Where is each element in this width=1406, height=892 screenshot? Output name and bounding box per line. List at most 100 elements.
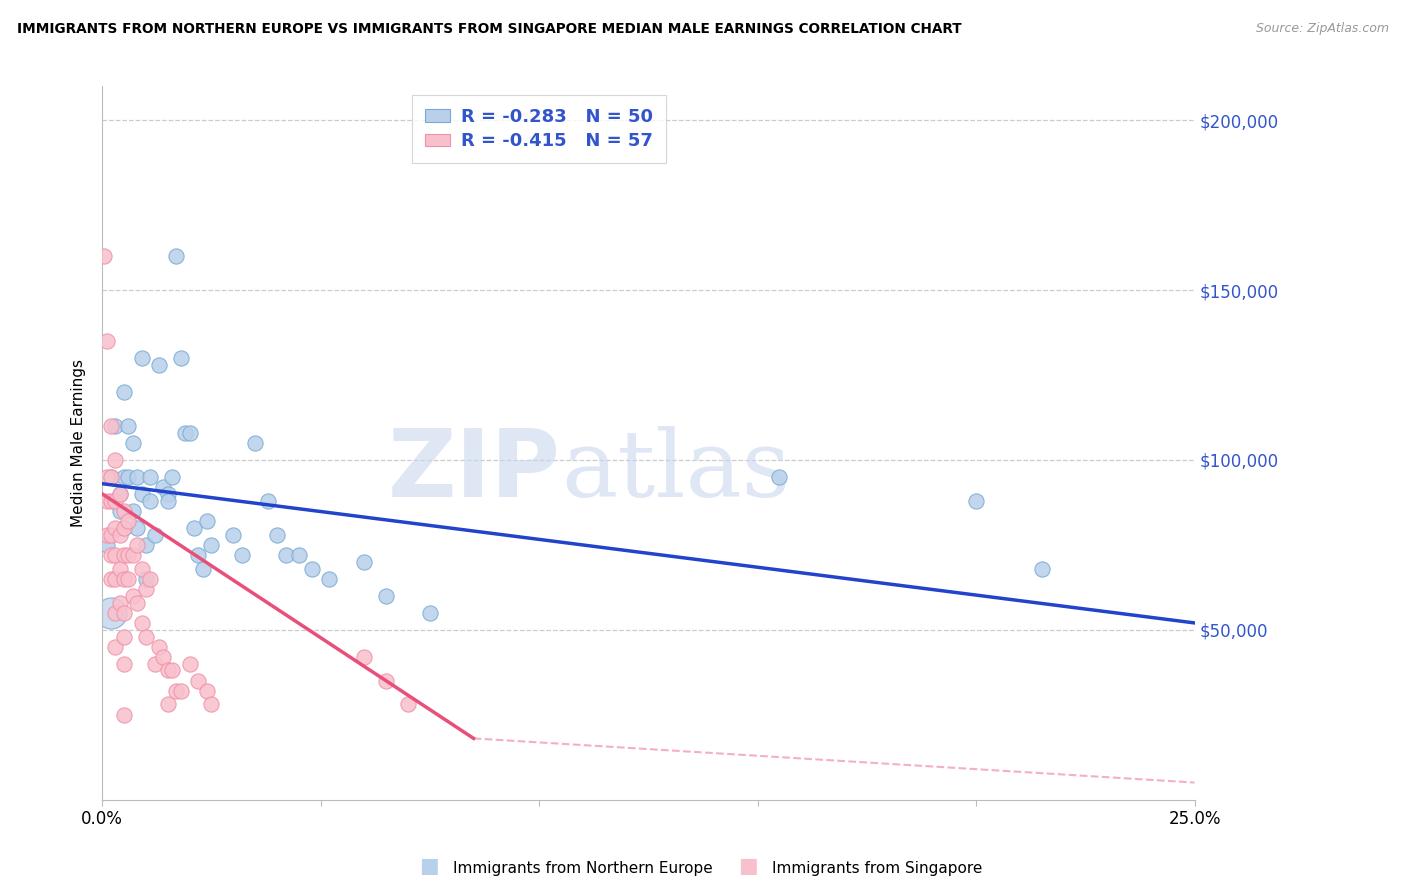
Point <box>257 493 280 508</box>
Point <box>179 425 201 440</box>
Point <box>166 249 188 263</box>
Point <box>121 548 143 562</box>
Point <box>131 615 153 630</box>
Text: Source: ZipAtlas.com: Source: ZipAtlas.com <box>1256 22 1389 36</box>
Point <box>104 606 127 620</box>
Point <box>127 470 149 484</box>
Point <box>183 521 205 535</box>
Point <box>96 538 118 552</box>
Point <box>131 487 153 501</box>
Point <box>112 707 135 722</box>
Y-axis label: Median Male Earnings: Median Male Earnings <box>72 359 86 527</box>
Point <box>108 596 131 610</box>
Text: ■: ■ <box>419 856 439 876</box>
Point <box>179 657 201 671</box>
Point <box>1031 561 1053 575</box>
Point <box>112 548 135 562</box>
Point <box>117 419 139 434</box>
Legend: R = -0.283   N = 50, R = -0.415   N = 57: R = -0.283 N = 50, R = -0.415 N = 57 <box>412 95 666 163</box>
Point <box>160 664 183 678</box>
Point <box>104 419 127 434</box>
Point <box>156 698 179 712</box>
Point <box>231 548 253 562</box>
Point <box>100 527 122 541</box>
Point <box>152 480 174 494</box>
Point <box>100 548 122 562</box>
Point <box>112 606 135 620</box>
Point <box>131 561 153 575</box>
Point <box>274 548 297 562</box>
Point <box>121 589 143 603</box>
Point <box>187 673 209 688</box>
Point <box>100 419 122 434</box>
Point <box>768 470 790 484</box>
Point <box>222 527 245 541</box>
Text: Immigrants from Northern Europe: Immigrants from Northern Europe <box>453 861 713 876</box>
Point <box>100 493 122 508</box>
Point <box>148 358 170 372</box>
Point <box>100 606 122 620</box>
Point <box>108 561 131 575</box>
Point <box>117 470 139 484</box>
Point <box>396 698 419 712</box>
Text: Immigrants from Singapore: Immigrants from Singapore <box>772 861 983 876</box>
Point <box>375 589 398 603</box>
Point <box>112 521 135 535</box>
Point <box>104 521 127 535</box>
Point <box>318 572 340 586</box>
Point <box>121 436 143 450</box>
Point <box>135 538 157 552</box>
Point <box>112 384 135 399</box>
Point <box>96 493 118 508</box>
Point <box>112 470 135 484</box>
Point <box>135 572 157 586</box>
Point <box>112 657 135 671</box>
Point <box>96 470 118 484</box>
Point <box>117 572 139 586</box>
Point <box>135 630 157 644</box>
Point <box>266 527 288 541</box>
Point <box>152 649 174 664</box>
Text: IMMIGRANTS FROM NORTHERN EUROPE VS IMMIGRANTS FROM SINGAPORE MEDIAN MALE EARNING: IMMIGRANTS FROM NORTHERN EUROPE VS IMMIG… <box>17 22 962 37</box>
Point <box>104 548 127 562</box>
Point <box>243 436 266 450</box>
Point <box>288 548 311 562</box>
Point <box>353 649 375 664</box>
Point <box>187 548 209 562</box>
Point <box>143 527 166 541</box>
Point <box>127 538 149 552</box>
Point <box>301 561 323 575</box>
Point <box>93 249 115 263</box>
Point <box>112 630 135 644</box>
Point <box>148 640 170 654</box>
Point <box>195 683 218 698</box>
Point <box>117 548 139 562</box>
Point <box>108 527 131 541</box>
Point <box>139 493 162 508</box>
Point <box>100 572 122 586</box>
Point <box>174 425 197 440</box>
Point <box>200 538 222 552</box>
Text: ■: ■ <box>738 856 758 876</box>
Point <box>191 561 214 575</box>
Point <box>156 664 179 678</box>
Point <box>127 521 149 535</box>
Point <box>112 504 135 518</box>
Point <box>96 527 118 541</box>
Point <box>200 698 222 712</box>
Point <box>139 572 162 586</box>
Point <box>104 640 127 654</box>
Point <box>139 470 162 484</box>
Point <box>195 514 218 528</box>
Point <box>104 572 127 586</box>
Point <box>156 487 179 501</box>
Point <box>166 683 188 698</box>
Point <box>127 596 149 610</box>
Point <box>108 487 131 501</box>
Point <box>104 493 127 508</box>
Point <box>353 555 375 569</box>
Point <box>100 470 122 484</box>
Point <box>170 683 193 698</box>
Point <box>160 470 183 484</box>
Point <box>170 351 193 365</box>
